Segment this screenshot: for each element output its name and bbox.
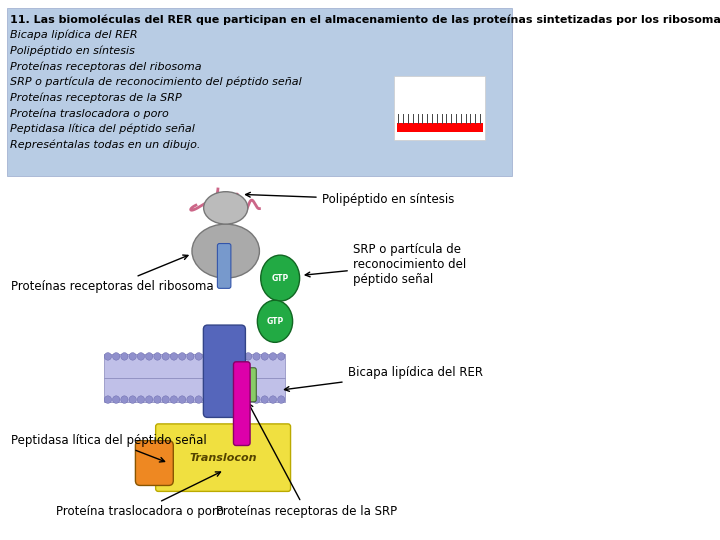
Circle shape: [186, 396, 194, 403]
Circle shape: [253, 396, 260, 403]
Circle shape: [129, 353, 136, 360]
Circle shape: [104, 396, 112, 403]
Circle shape: [245, 396, 252, 403]
Text: Proteínas receptoras de la SRP: Proteínas receptoras de la SRP: [10, 92, 182, 103]
FancyBboxPatch shape: [237, 368, 256, 402]
Circle shape: [179, 396, 186, 403]
Circle shape: [203, 353, 210, 360]
Circle shape: [278, 396, 285, 403]
FancyBboxPatch shape: [156, 424, 291, 491]
Circle shape: [269, 396, 276, 403]
Text: Translocon: Translocon: [189, 453, 257, 463]
Text: Proteínas receptoras del ribosoma: Proteínas receptoras del ribosoma: [10, 61, 202, 71]
FancyBboxPatch shape: [135, 441, 174, 485]
Text: Polipéptido en síntesis: Polipéptido en síntesis: [246, 192, 454, 206]
Text: Proteína traslocadora o poro: Proteína traslocadora o poro: [56, 472, 224, 518]
Circle shape: [245, 353, 252, 360]
Circle shape: [162, 396, 169, 403]
Ellipse shape: [261, 255, 300, 301]
Bar: [6, 8, 512, 176]
Circle shape: [112, 353, 120, 360]
Text: Bicapa lipídica del RER: Bicapa lipídica del RER: [284, 366, 482, 391]
Circle shape: [261, 353, 269, 360]
Circle shape: [261, 396, 269, 403]
Circle shape: [162, 353, 169, 360]
Circle shape: [171, 396, 178, 403]
Text: Polipéptido en síntesis: Polipéptido en síntesis: [10, 45, 135, 56]
Bar: [104, 378, 285, 402]
Circle shape: [236, 353, 243, 360]
Circle shape: [203, 396, 210, 403]
Circle shape: [154, 396, 161, 403]
Text: Proteína traslocadora o poro: Proteína traslocadora o poro: [10, 108, 169, 118]
Circle shape: [104, 353, 112, 360]
Circle shape: [145, 353, 153, 360]
Circle shape: [228, 396, 235, 403]
Text: Peptidasa lítica del péptido señal: Peptidasa lítica del péptido señal: [12, 434, 207, 462]
Circle shape: [195, 353, 202, 360]
Text: Proteínas receptoras del ribosoma: Proteínas receptoras del ribosoma: [12, 255, 214, 293]
Text: SRP o partícula de reconocimiento del péptido señal: SRP o partícula de reconocimiento del pé…: [10, 77, 302, 87]
Text: Peptidasa lítica del péptido señal: Peptidasa lítica del péptido señal: [10, 124, 195, 134]
FancyBboxPatch shape: [217, 244, 231, 288]
Text: GTP: GTP: [266, 317, 284, 326]
Bar: [397, 123, 482, 132]
FancyBboxPatch shape: [233, 362, 250, 446]
Text: GTP: GTP: [271, 274, 289, 282]
Ellipse shape: [204, 192, 248, 224]
Circle shape: [253, 353, 260, 360]
Circle shape: [112, 396, 120, 403]
Text: 11. Las biomoléculas del RER que participan en el almacenamiento de las proteína: 11. Las biomoléculas del RER que partici…: [10, 14, 720, 24]
Circle shape: [212, 396, 219, 403]
Circle shape: [138, 396, 145, 403]
Circle shape: [228, 353, 235, 360]
Circle shape: [154, 353, 161, 360]
Circle shape: [195, 396, 202, 403]
Ellipse shape: [257, 300, 292, 342]
Circle shape: [220, 353, 227, 360]
Text: Bicapa lipídica del RER: Bicapa lipídica del RER: [10, 30, 138, 40]
Circle shape: [129, 396, 136, 403]
Circle shape: [278, 353, 285, 360]
Circle shape: [269, 353, 276, 360]
Circle shape: [220, 396, 227, 403]
Circle shape: [236, 396, 243, 403]
Text: Represéntalas todas en un dibujo.: Represéntalas todas en un dibujo.: [10, 139, 201, 150]
Text: Proteínas receptoras de la SRP: Proteínas receptoras de la SRP: [215, 403, 397, 518]
Circle shape: [145, 396, 153, 403]
Bar: [104, 354, 285, 378]
Ellipse shape: [192, 224, 259, 278]
Circle shape: [121, 396, 128, 403]
Text: SRP o partícula de
reconocimiento del
péptido señal: SRP o partícula de reconocimiento del pé…: [305, 243, 466, 286]
Circle shape: [186, 353, 194, 360]
Circle shape: [212, 353, 219, 360]
Circle shape: [121, 353, 128, 360]
Circle shape: [171, 353, 178, 360]
Bar: [395, 76, 485, 140]
FancyBboxPatch shape: [203, 325, 246, 417]
Circle shape: [179, 353, 186, 360]
Circle shape: [138, 353, 145, 360]
